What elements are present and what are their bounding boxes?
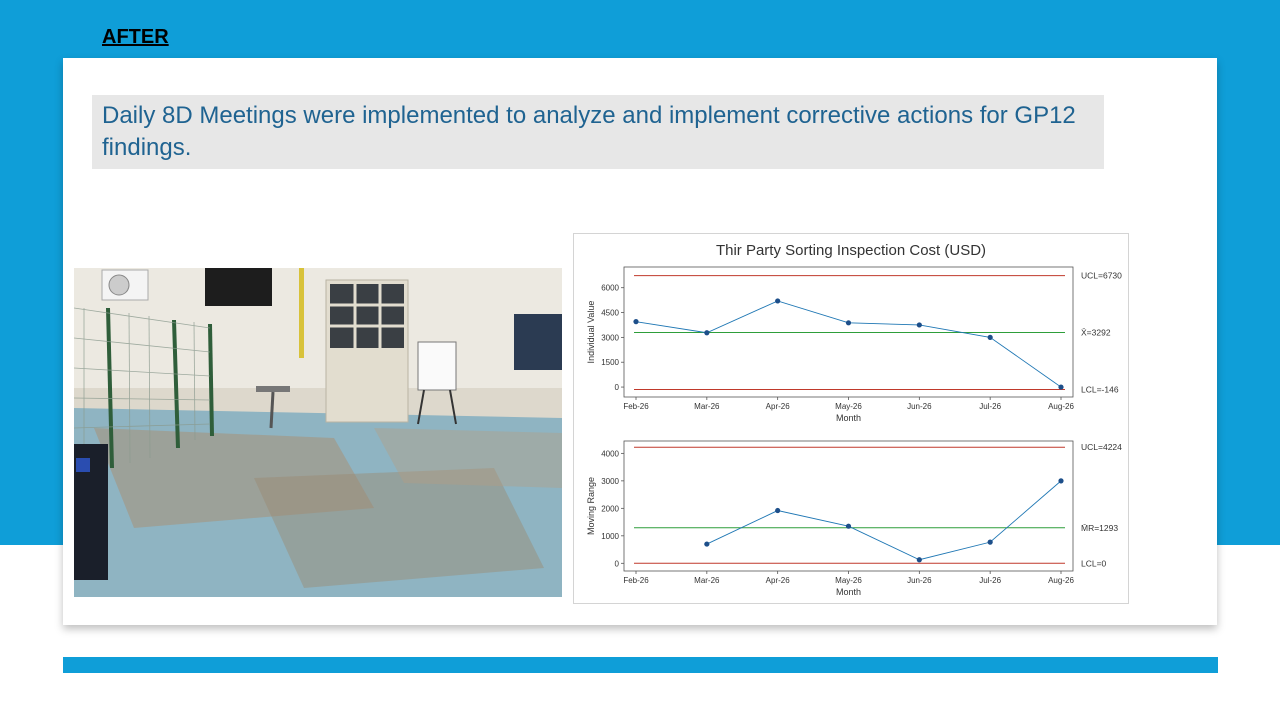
x-axis-label: Month [836, 587, 861, 597]
y-tick-label: 2000 [601, 504, 619, 513]
y-tick-label: 0 [615, 559, 620, 568]
control-chart-panel: Thir Party Sorting Inspection Cost (USD)… [573, 233, 1129, 604]
x-tick-label: Apr-26 [766, 402, 791, 411]
data-point [1058, 384, 1064, 390]
warehouse-floor-photo [74, 268, 562, 597]
x-tick-label: Jul-26 [979, 402, 1001, 411]
headline: Daily 8D Meetings were implemented to an… [92, 95, 1104, 169]
data-point [704, 541, 710, 547]
y-tick-label: 6000 [601, 284, 619, 293]
data-point [633, 319, 639, 325]
x-tick-label: Feb-26 [623, 402, 649, 411]
data-point [1058, 478, 1064, 484]
plot-frame-1 [623, 266, 1074, 398]
y-tick-label: 1500 [601, 358, 619, 367]
data-point [987, 334, 993, 340]
y-tick-label: 4500 [601, 309, 619, 318]
control-limit-label: X̄=3292 [1081, 328, 1111, 338]
x-tick-label: Mar-26 [694, 402, 720, 411]
x-tick-label: May-26 [835, 576, 862, 585]
data-point [775, 507, 781, 514]
series-line [635, 300, 1062, 388]
control-limit-label: UCL=6730 [1081, 271, 1122, 281]
x-tick-label: May-26 [835, 402, 862, 411]
data-point [987, 539, 993, 545]
x-tick-label: Mar-26 [694, 576, 720, 585]
chart-title: Thir Party Sorting Inspection Cost (USD) [715, 242, 987, 259]
data-point [916, 322, 922, 328]
y-axis-label: Individual Value [586, 301, 596, 364]
y-tick-label: 1000 [601, 532, 619, 541]
y-tick-label: 3000 [601, 333, 619, 342]
data-point [775, 298, 781, 304]
control-limit-label: UCL=4224 [1081, 442, 1122, 452]
plot-frame-2 [623, 440, 1074, 572]
control-limit-label: M̄R=1293 [1081, 523, 1118, 533]
x-axis-label: Month [836, 413, 861, 423]
data-point [916, 557, 922, 563]
section-label: AFTER [102, 26, 169, 48]
x-tick-label: Aug-26 [1048, 576, 1074, 585]
control-chart: 0 1500 3000 4500 6000 Feb-26 Mar-26 Apr-26 May-2… [586, 266, 1122, 597]
x-tick-label: Jun-26 [907, 402, 932, 411]
x-tick-label: Feb-26 [623, 576, 649, 585]
data-point [704, 330, 710, 336]
bottom-blue-bar [63, 657, 1218, 673]
y-tick-label: 4000 [601, 449, 619, 458]
x-tick-label: Jul-26 [979, 576, 1001, 585]
x-tick-label: Aug-26 [1048, 402, 1074, 411]
x-tick-label: Jun-26 [907, 576, 932, 585]
control-limit-label: LCL=0 [1081, 558, 1107, 568]
y-tick-label: 0 [615, 383, 620, 392]
y-axis-label: Moving Range [586, 477, 596, 535]
data-point [845, 320, 852, 326]
x-tick-label: Apr-26 [766, 576, 791, 585]
control-limit-label: LCL=-146 [1081, 384, 1119, 394]
series-line [706, 480, 1062, 561]
y-tick-label: 3000 [601, 477, 619, 486]
data-point [845, 523, 852, 529]
